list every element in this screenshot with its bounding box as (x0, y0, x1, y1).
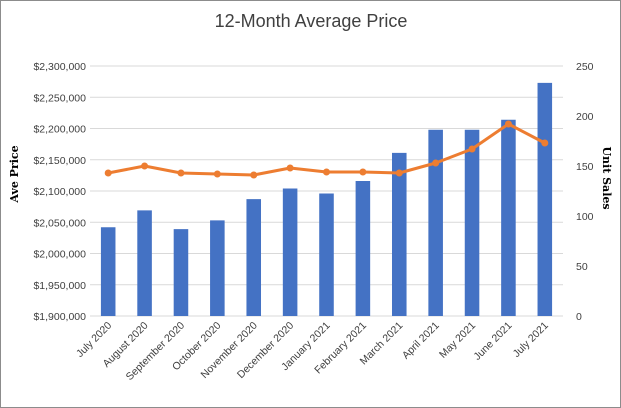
y-tick-label: $2,250,000 (33, 92, 86, 104)
y-tick-label: $2,300,000 (33, 61, 86, 73)
y2-tick-label: 50 (576, 261, 588, 273)
bar (319, 193, 334, 316)
unit-sales-point (323, 168, 330, 176)
right-axis-ticks: 0 50 100 150 200 250 (576, 61, 594, 323)
right-axis-title: Unit Sales (600, 146, 613, 209)
y-tick-label: $2,000,000 (33, 249, 86, 261)
bar (355, 181, 371, 316)
unit-sales-point (468, 145, 476, 153)
left-axis-title: Ave Price (8, 145, 21, 203)
bar (282, 188, 298, 316)
left-axis-ticks: $1,900,000 $1,950,000 $2,000,000 $2,050,000… (33, 61, 86, 323)
bar (501, 119, 516, 316)
unit-sales-point (250, 171, 258, 179)
y-tick-label: $2,100,000 (33, 186, 86, 198)
unit-sales-point (395, 169, 403, 177)
y2-tick-label: 100 (576, 211, 594, 223)
unit-sales-point (541, 139, 549, 147)
bar (537, 82, 553, 316)
bar-series (100, 82, 553, 316)
bar (137, 210, 152, 316)
x-tick-label: June 2021 (471, 320, 514, 363)
unit-sales-point (504, 120, 512, 128)
y2-tick-label: 200 (576, 111, 594, 123)
y2-tick-label: 0 (576, 311, 582, 323)
unit-sales-point (141, 162, 149, 170)
bar (428, 129, 443, 316)
unit-sales-point (359, 168, 367, 176)
gridlines (90, 65, 563, 317)
bar (100, 227, 116, 316)
unit-sales-point (286, 164, 294, 172)
y-tick-label: $2,050,000 (33, 217, 86, 229)
y-tick-label: $1,900,000 (33, 311, 86, 323)
unit-sales-point (104, 169, 112, 177)
y-tick-label: $1,950,000 (33, 280, 86, 292)
unit-sales-point (213, 170, 221, 178)
bar (464, 129, 480, 316)
bar (391, 152, 407, 316)
y2-tick-label: 150 (576, 161, 594, 173)
y-tick-label: $2,150,000 (33, 155, 86, 167)
bar (246, 199, 262, 316)
unit-sales-point (177, 169, 185, 177)
x-tick-label: April 2021 (400, 320, 442, 362)
x-tick-label: July 2021 (511, 320, 551, 360)
line-series (104, 120, 549, 179)
bar (210, 220, 225, 316)
chart-title: 12-Month Average Price (215, 11, 408, 31)
y-tick-label: $2,200,000 (33, 124, 86, 136)
unit-sales-point (432, 159, 440, 167)
y2-tick-label: 250 (576, 61, 594, 73)
bar (173, 229, 189, 316)
